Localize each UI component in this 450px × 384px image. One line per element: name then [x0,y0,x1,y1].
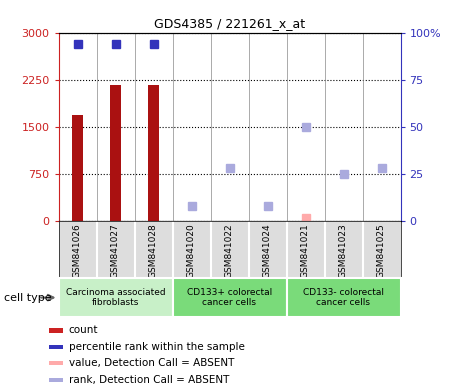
Bar [287,278,400,317]
Bar [49,328,63,333]
Text: GSM841022: GSM841022 [225,223,234,278]
Text: CD133+ colorectal
cancer cells: CD133+ colorectal cancer cells [187,288,272,307]
Text: GSM841023: GSM841023 [339,223,348,278]
Text: GSM841025: GSM841025 [377,223,386,278]
Text: Carcinoma associated
fibroblasts: Carcinoma associated fibroblasts [66,288,165,307]
Text: GSM841028: GSM841028 [149,223,158,278]
Text: count: count [69,326,98,336]
Text: CD133- colorectal
cancer cells: CD133- colorectal cancer cells [303,288,384,307]
Text: GSM841021: GSM841021 [301,223,310,278]
Text: rank, Detection Call = ABSENT: rank, Detection Call = ABSENT [69,375,229,384]
Bar [49,378,63,382]
Title: GDS4385 / 221261_x_at: GDS4385 / 221261_x_at [154,17,305,30]
Bar [148,85,159,221]
Bar [58,278,172,317]
Bar [49,344,63,349]
Text: GSM841027: GSM841027 [111,223,120,278]
Text: GSM841024: GSM841024 [263,223,272,278]
Text: percentile rank within the sample: percentile rank within the sample [69,342,245,352]
Bar [72,116,83,221]
Bar [172,278,287,317]
Text: GSM841020: GSM841020 [187,223,196,278]
Text: cell type: cell type [4,293,52,303]
Bar [49,361,63,366]
Text: value, Detection Call = ABSENT: value, Detection Call = ABSENT [69,358,234,368]
Bar [110,85,121,221]
Text: GSM841026: GSM841026 [73,223,82,278]
